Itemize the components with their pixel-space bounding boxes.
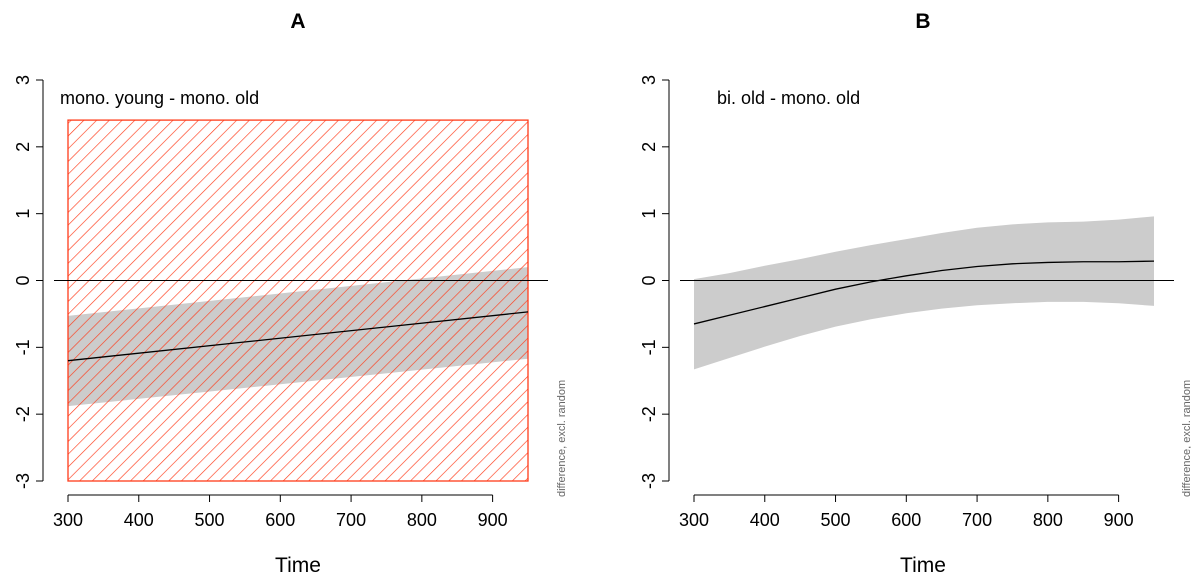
x-tick-label: 900 xyxy=(478,510,508,530)
annotation-a: mono. young - mono. old xyxy=(60,88,259,108)
fit-line xyxy=(693,260,1155,325)
x-tick-label: 800 xyxy=(1033,510,1063,530)
y-tick-label: -1 xyxy=(13,339,33,355)
x-tick-label: 500 xyxy=(821,510,851,530)
x-tick-label: 600 xyxy=(265,510,295,530)
annotation-b: bi. old - mono. old xyxy=(717,88,860,108)
x-axis-title-b: Time xyxy=(900,554,946,577)
y-tick-label: 2 xyxy=(13,142,33,152)
x-tick-label: 600 xyxy=(891,510,921,530)
panel-b: B Time bi. old - mono. old difference, e… xyxy=(639,10,1191,577)
y-tick-label: 0 xyxy=(13,275,33,285)
x-tick-label: 900 xyxy=(1104,510,1134,530)
y-tick-label: -3 xyxy=(639,473,659,489)
x-tick-label: 700 xyxy=(336,510,366,530)
confidence-band xyxy=(694,216,1154,370)
y-tick-label: 1 xyxy=(639,209,659,219)
y-tick-label: -2 xyxy=(13,406,33,422)
x-tick-label: 400 xyxy=(124,510,154,530)
y-tick-label: 1 xyxy=(13,209,33,219)
y-tick-label: -2 xyxy=(639,406,659,422)
x-tick-label: 700 xyxy=(962,510,992,530)
hatched-region xyxy=(68,120,528,481)
panel-title-b: B xyxy=(915,10,930,33)
panel-title-a: A xyxy=(290,10,305,33)
fit-line xyxy=(67,311,529,362)
y-tick-label: 0 xyxy=(639,275,659,285)
hatched-region-border xyxy=(67,119,529,482)
side-note-a: difference, excl. random xyxy=(556,380,568,497)
x-axis-title-a: Time xyxy=(275,554,321,577)
x-tick-label: 300 xyxy=(679,510,709,530)
y-tick-label: 3 xyxy=(639,75,659,85)
x-tick-label: 300 xyxy=(53,510,83,530)
y-tick-label: -3 xyxy=(13,473,33,489)
y-tick-label: 3 xyxy=(13,75,33,85)
y-tick-label: -1 xyxy=(639,339,659,355)
side-note-b: difference, excl. random xyxy=(1181,380,1191,497)
panel-a: A Time mono. young - mono. old differenc… xyxy=(13,10,568,577)
x-tick-label: 500 xyxy=(195,510,225,530)
x-tick-label: 800 xyxy=(407,510,437,530)
y-tick-label: 2 xyxy=(639,142,659,152)
x-tick-label: 400 xyxy=(750,510,780,530)
